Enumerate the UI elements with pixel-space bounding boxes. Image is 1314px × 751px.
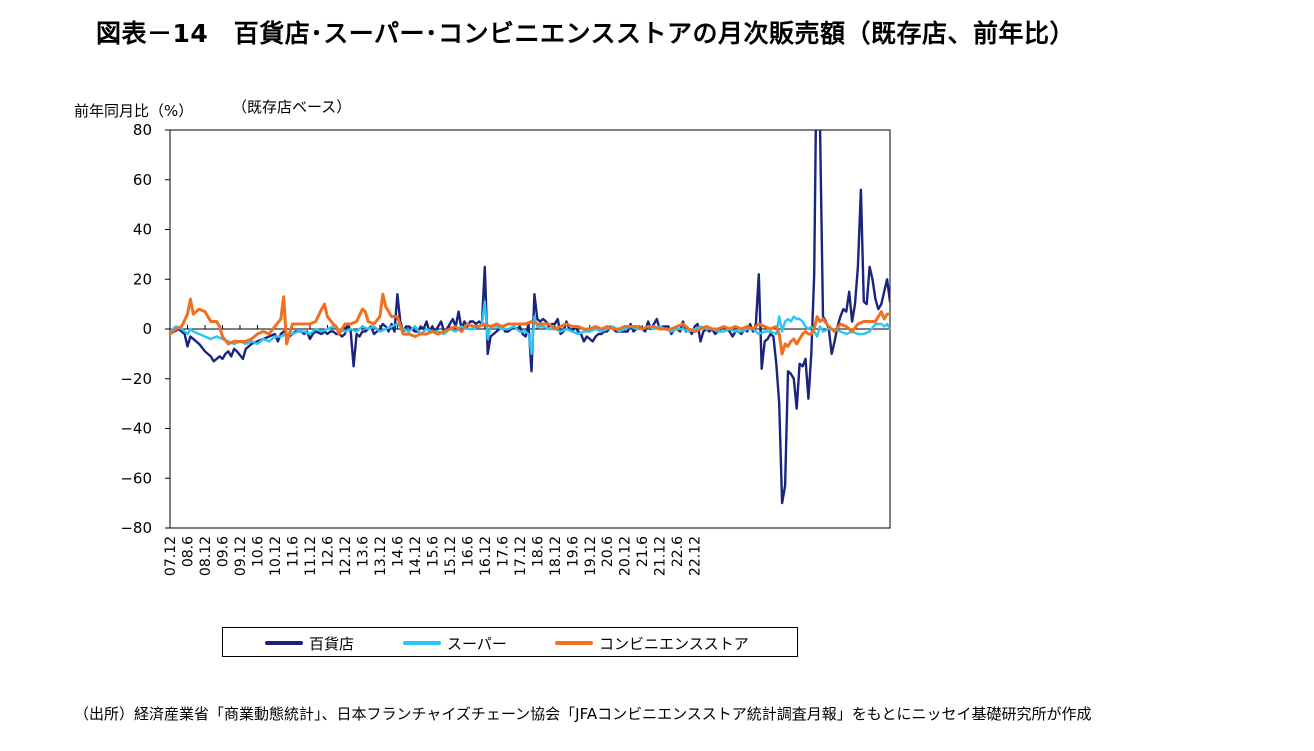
x-tick-label: 19.12 — [583, 536, 599, 576]
x-tick-label: 10.12 — [268, 536, 284, 576]
x-tick-label: 15.6 — [425, 536, 441, 567]
y-tick-label: −60 — [120, 469, 152, 487]
x-tick-label: 17.6 — [495, 536, 511, 567]
x-tick-label: 19.6 — [565, 536, 581, 567]
y-tick-label: −20 — [120, 370, 152, 388]
y-tick-label: 40 — [133, 221, 152, 239]
x-tick-label: 08.12 — [198, 536, 214, 576]
x-tick-label: 21.6 — [635, 536, 651, 567]
x-tick-label: 22.6 — [670, 536, 686, 567]
x-tick-label: 17.12 — [513, 536, 529, 576]
legend-label-supermarket: スーパー — [447, 634, 507, 653]
x-tick-label: 13.12 — [373, 536, 389, 576]
x-tick-label: 11.6 — [285, 536, 301, 567]
x-tick-label: 18.6 — [530, 536, 546, 567]
x-tick-label: 16.6 — [460, 536, 476, 567]
chart-title: 図表－14 百貨店･スーパー･コンビニエンスストアの月次販売額（既存店、前年比） — [96, 19, 1076, 48]
y-tick-label: 60 — [133, 171, 152, 189]
x-tick-label: 07.12 — [163, 536, 179, 576]
x-tick-label: 08.6 — [180, 536, 196, 567]
legend-swatch-convenience-store — [555, 641, 593, 645]
x-tick-label: 09.6 — [215, 536, 231, 567]
legend-swatch-supermarket — [403, 641, 441, 645]
chart-subtitle: （既存店ベース） — [232, 98, 352, 116]
legend-item-supermarket: スーパー — [403, 633, 507, 653]
chart-legend: 百貨店 スーパー コンビニエンスストア — [222, 627, 798, 657]
series-line-1 — [170, 300, 890, 356]
series-line-0 — [170, 130, 890, 505]
y-tick-label: −40 — [120, 420, 152, 438]
y-tick-label: 80 — [133, 121, 152, 139]
x-tick-label: 18.12 — [548, 536, 564, 576]
legend-item-convenience-store: コンビニエンスストア — [555, 633, 749, 653]
x-tick-label: 10.6 — [250, 536, 266, 567]
legend-swatch-department-store — [265, 641, 303, 645]
line-chart: 80 60 40 20 0 −20 −40 −60 −80 07.12 08.6 08.12 09.6 0… — [120, 121, 891, 576]
x-tick-label: 09.12 — [233, 536, 249, 576]
x-tick-label: 16.12 — [478, 536, 494, 576]
y-tick-label: 20 — [133, 270, 152, 288]
x-tick-label: 21.12 — [653, 536, 669, 576]
y-axis-label: 前年同月比（%） — [74, 102, 194, 120]
x-tick-label: 20.6 — [600, 536, 616, 567]
legend-item-department-store: 百貨店 — [265, 633, 354, 653]
source-note: （出所）経済産業省「商業動態統計」、日本フランチャイズチェーン協会「JFAコンビ… — [74, 705, 1092, 723]
x-tick-label: 12.12 — [338, 536, 354, 576]
y-tick-label: 0 — [142, 320, 152, 338]
x-tick-label: 15.12 — [443, 536, 459, 576]
x-tick-label: 14.12 — [408, 536, 424, 576]
legend-label-convenience-store: コンビニエンスストア — [599, 634, 749, 653]
x-tick-label: 13.6 — [355, 536, 371, 567]
x-tick-label: 12.6 — [320, 536, 336, 567]
x-tick-label: 11.12 — [303, 536, 319, 576]
x-tick-label: 14.6 — [390, 536, 406, 567]
series-line-2 — [170, 292, 890, 356]
legend-label-department-store: 百貨店 — [309, 634, 355, 653]
y-tick-label: −80 — [120, 519, 152, 537]
x-tick-label: 20.12 — [618, 536, 634, 576]
x-tick-label: 22.12 — [688, 536, 704, 576]
